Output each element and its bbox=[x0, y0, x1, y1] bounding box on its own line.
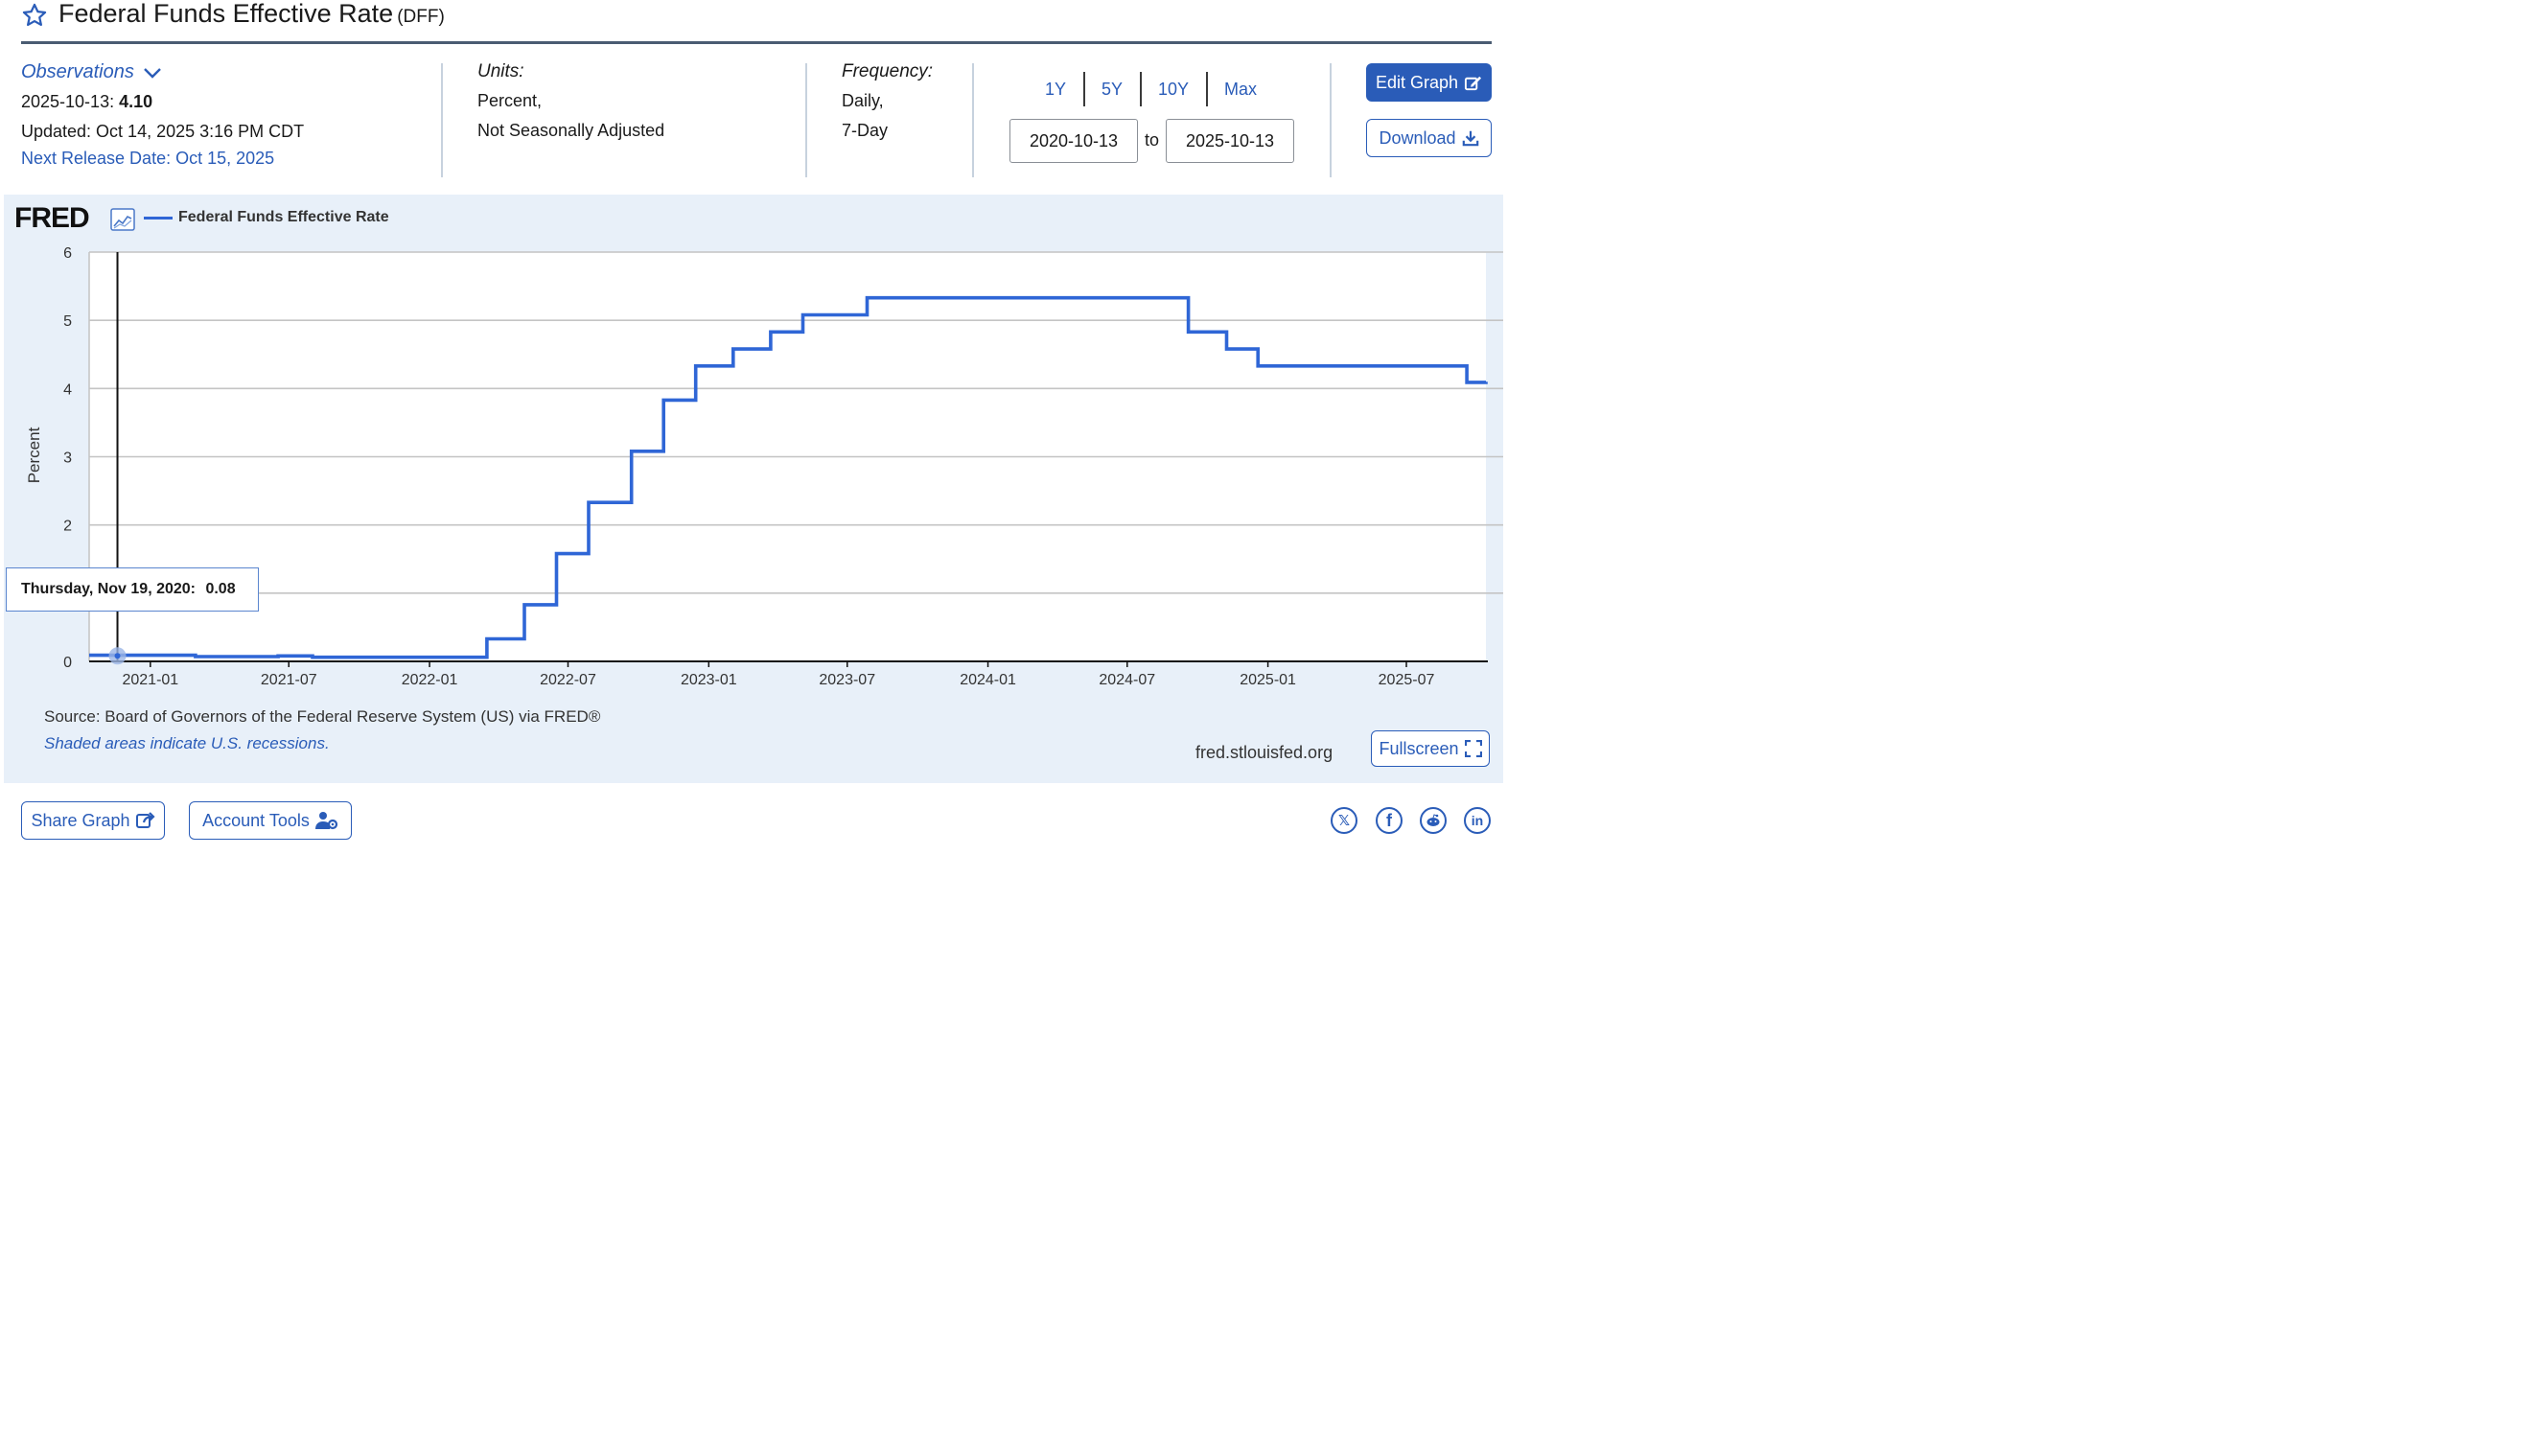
reddit-icon[interactable] bbox=[1420, 807, 1447, 834]
x-tick-label: 2021-01 bbox=[122, 672, 178, 688]
fullscreen-label: Fullscreen bbox=[1379, 738, 1459, 758]
share-graph-button[interactable]: Share Graph bbox=[21, 801, 165, 840]
range-max-button[interactable]: Max bbox=[1224, 80, 1258, 99]
divider bbox=[1140, 72, 1142, 106]
hover-marker[interactable] bbox=[114, 653, 121, 659]
to-label: to bbox=[1145, 130, 1160, 150]
legend-label[interactable]: Federal Funds Effective Rate bbox=[178, 209, 389, 225]
edit-graph-button[interactable]: Edit Graph bbox=[1366, 63, 1492, 102]
edit-icon bbox=[1464, 76, 1482, 90]
units-label: Units: bbox=[477, 61, 524, 81]
y-tick-label: 6 bbox=[63, 245, 72, 262]
units-line-2: Not Seasonally Adjusted bbox=[477, 121, 665, 140]
chart[interactable]: 0 2 3 4 5 6 2021-01 2021-07 2022-01 2022-07 2023-… bbox=[4, 195, 1503, 783]
x-tick-label: 2023-07 bbox=[819, 672, 875, 688]
y-tick-label: 0 bbox=[63, 655, 72, 671]
range-5y-button[interactable]: 5Y bbox=[1102, 80, 1124, 99]
observations-dropdown[interactable]: Observations bbox=[21, 61, 162, 83]
updated-text: Updated: Oct 14, 2025 3:16 PM CDT bbox=[21, 122, 305, 141]
star-icon[interactable] bbox=[21, 2, 48, 29]
account-tools-button[interactable]: Account Tools bbox=[189, 801, 352, 840]
chart-tooltip: Thursday, Nov 19, 2020: 0.08 bbox=[6, 567, 259, 612]
divider bbox=[1083, 72, 1085, 106]
divider bbox=[1330, 63, 1332, 177]
x-tick-label: 2022-07 bbox=[540, 672, 596, 688]
download-label: Download bbox=[1379, 127, 1456, 148]
divider bbox=[1206, 72, 1208, 106]
x-tick-label: 2022-01 bbox=[402, 672, 458, 688]
series-code: (DFF) bbox=[397, 7, 445, 27]
recession-note: Shaded areas indicate U.S. recessions. bbox=[44, 734, 330, 752]
site-url[interactable]: fred.stlouisfed.org bbox=[1195, 743, 1334, 762]
trend-icon bbox=[110, 208, 135, 231]
y-tick-label: 4 bbox=[63, 381, 72, 398]
user-cog-icon bbox=[314, 812, 337, 830]
divider bbox=[805, 63, 807, 177]
linkedin-icon[interactable]: in bbox=[1464, 807, 1491, 834]
tooltip-date: Thursday, Nov 19, 2020: bbox=[21, 581, 196, 597]
frequency-label: Frequency: bbox=[842, 61, 934, 81]
source-text: Source: Board of Governors of the Federa… bbox=[44, 707, 601, 726]
reddit-glyph bbox=[1426, 814, 1440, 826]
y-tick-label: 5 bbox=[63, 313, 72, 330]
download-icon bbox=[1462, 130, 1478, 147]
edit-graph-label: Edit Graph bbox=[1375, 72, 1459, 92]
fred-logo[interactable]: FRED bbox=[14, 202, 90, 234]
range-1y-button[interactable]: 1Y bbox=[1045, 80, 1067, 99]
units-line-1: Percent, bbox=[477, 91, 543, 110]
chevron-down-icon bbox=[144, 67, 162, 79]
share-graph-label: Share Graph bbox=[31, 810, 130, 830]
account-tools-label: Account Tools bbox=[202, 810, 310, 830]
start-date-field[interactable]: 2020-10-13 bbox=[1009, 119, 1138, 163]
y-tick-label: 3 bbox=[63, 451, 72, 467]
fullscreen-button[interactable]: Fullscreen bbox=[1371, 730, 1490, 767]
divider bbox=[972, 63, 974, 177]
observation-value: 4.10 bbox=[119, 92, 153, 111]
x-tick-label: 2025-01 bbox=[1240, 672, 1296, 688]
chart-panel: 0 2 3 4 5 6 2021-01 2021-07 2022-01 2022-07 2023-… bbox=[4, 195, 1503, 783]
latest-observation: 2025-10-13: 4.10 bbox=[21, 92, 152, 112]
series-line[interactable] bbox=[89, 295, 1488, 659]
x-tick-label: 2024-01 bbox=[960, 672, 1016, 688]
x-icon[interactable]: 𝕏 bbox=[1331, 807, 1357, 834]
fullscreen-icon bbox=[1464, 740, 1482, 757]
observations-label: Observations bbox=[21, 61, 134, 82]
x-tick-label: 2025-07 bbox=[1379, 672, 1435, 688]
tooltip-value: 0.08 bbox=[205, 581, 236, 597]
series-title: Federal Funds Effective Rate bbox=[58, 0, 394, 28]
legend-swatch bbox=[144, 217, 173, 220]
next-release-link[interactable]: Next Release Date: Oct 15, 2025 bbox=[21, 149, 275, 168]
frequency-line-2: 7-Day bbox=[842, 121, 889, 140]
y-tick-label: 2 bbox=[63, 519, 72, 535]
range-10y-button[interactable]: 10Y bbox=[1158, 80, 1190, 99]
x-tick-label: 2024-07 bbox=[1099, 672, 1155, 688]
facebook-icon[interactable]: f bbox=[1376, 807, 1403, 834]
end-date-field[interactable]: 2025-10-13 bbox=[1166, 119, 1294, 163]
divider bbox=[441, 63, 443, 177]
title-divider bbox=[21, 41, 1492, 44]
observation-date: 2025-10-13: bbox=[21, 92, 115, 111]
x-tick-label: 2023-01 bbox=[681, 672, 737, 688]
share-icon bbox=[135, 812, 155, 828]
page-title: Federal Funds Effective Rate (DFF) bbox=[58, 0, 445, 29]
download-button[interactable]: Download bbox=[1366, 119, 1492, 157]
x-tick-label: 2021-07 bbox=[261, 672, 317, 688]
y-axis-label: Percent bbox=[25, 427, 43, 484]
frequency-line-1: Daily, bbox=[842, 91, 884, 110]
